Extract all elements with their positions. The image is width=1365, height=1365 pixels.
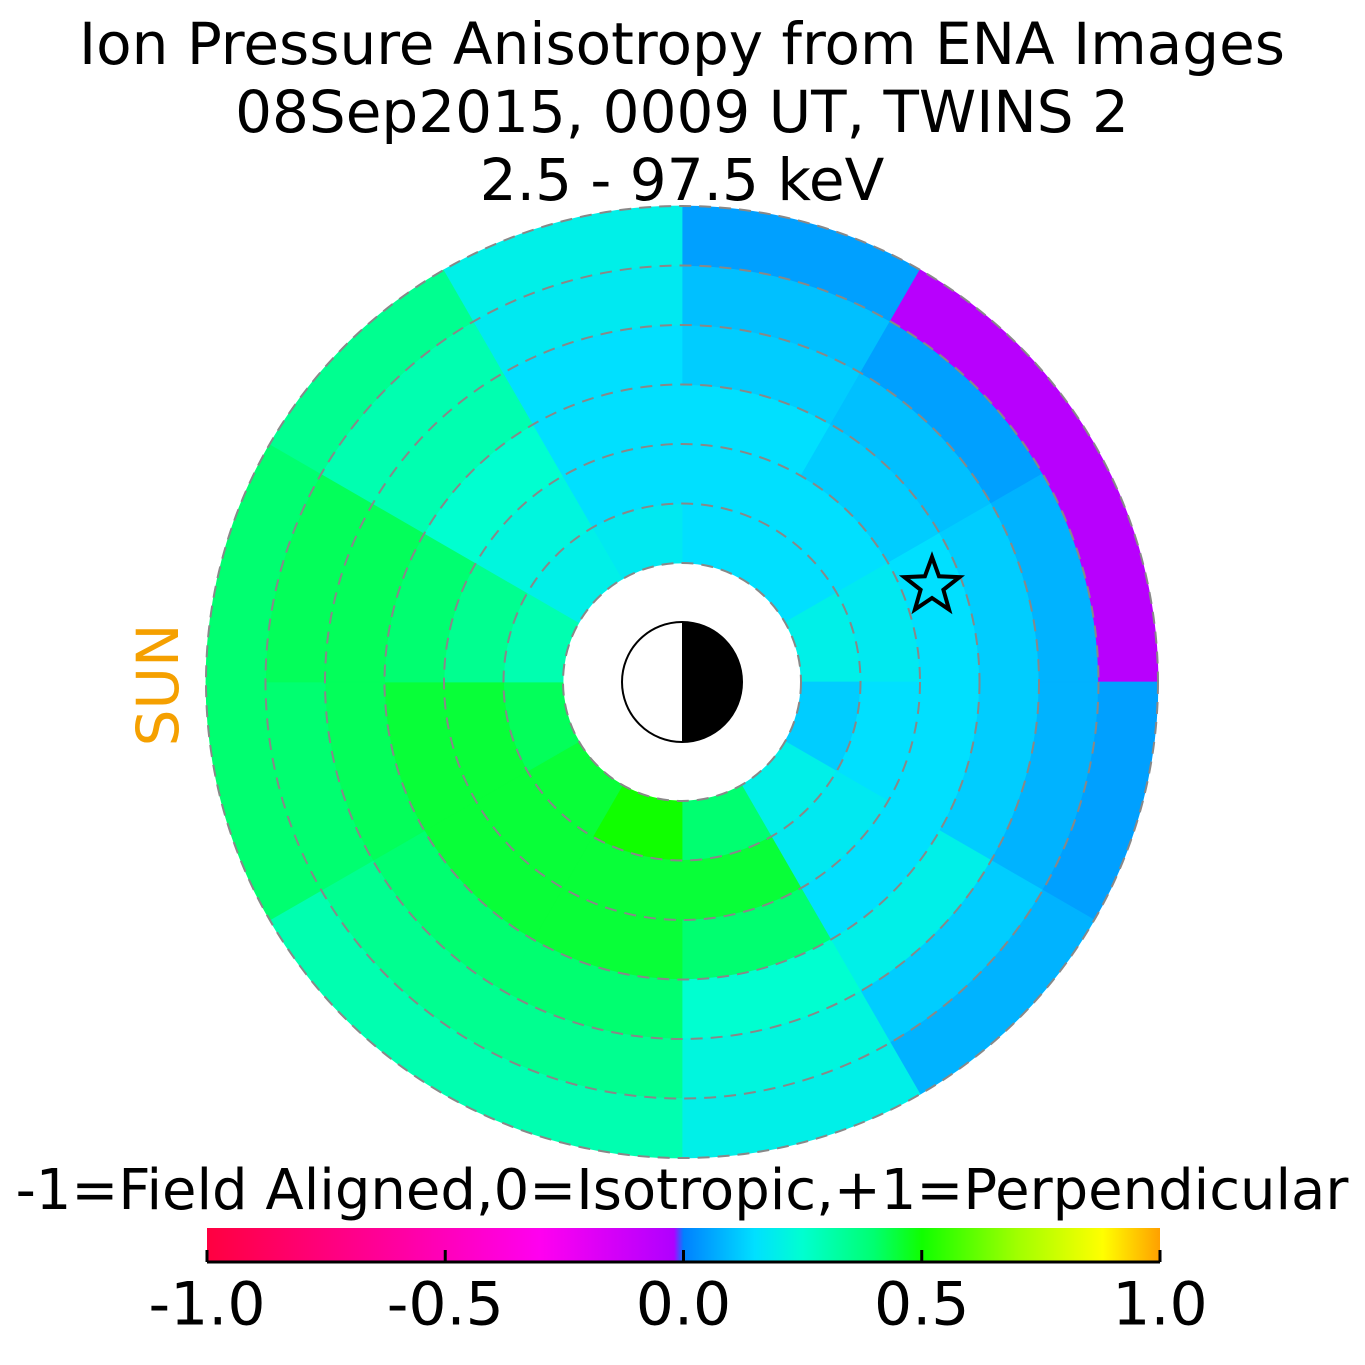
chart-subtitle: 08Sep2015, 0009 UT, TWINS 2 (235, 78, 1129, 146)
grid-ring (205, 205, 1159, 1159)
field (205, 205, 1159, 1159)
colorbar-label: -1=Field Aligned,0=Isotropic,+1=Perpendi… (16, 1158, 1350, 1223)
colorbar-tick-label: 0.0 (636, 1270, 731, 1340)
colorbar-tick-label: 1.0 (1112, 1270, 1207, 1340)
grid-ring (264, 264, 1100, 1100)
colorbar-tick-label: -1.0 (148, 1270, 265, 1340)
grid-ring (443, 443, 921, 921)
colorbar-tick-label: 0.5 (874, 1270, 969, 1340)
colorbar-tick-label: -0.5 (387, 1270, 504, 1340)
grid-ring (324, 324, 1040, 1040)
chart-title: Ion Pressure Anisotropy from ENA Images (79, 10, 1285, 78)
earth (621, 621, 743, 743)
energy-range: 2.5 - 97.5 keV (480, 146, 885, 214)
grid-ring (383, 383, 981, 981)
satellite-marker (898, 551, 965, 615)
sun-label: SUN (124, 624, 192, 747)
grid-ring (562, 562, 802, 802)
grid-ring (502, 502, 862, 862)
earth-night (682, 622, 742, 742)
